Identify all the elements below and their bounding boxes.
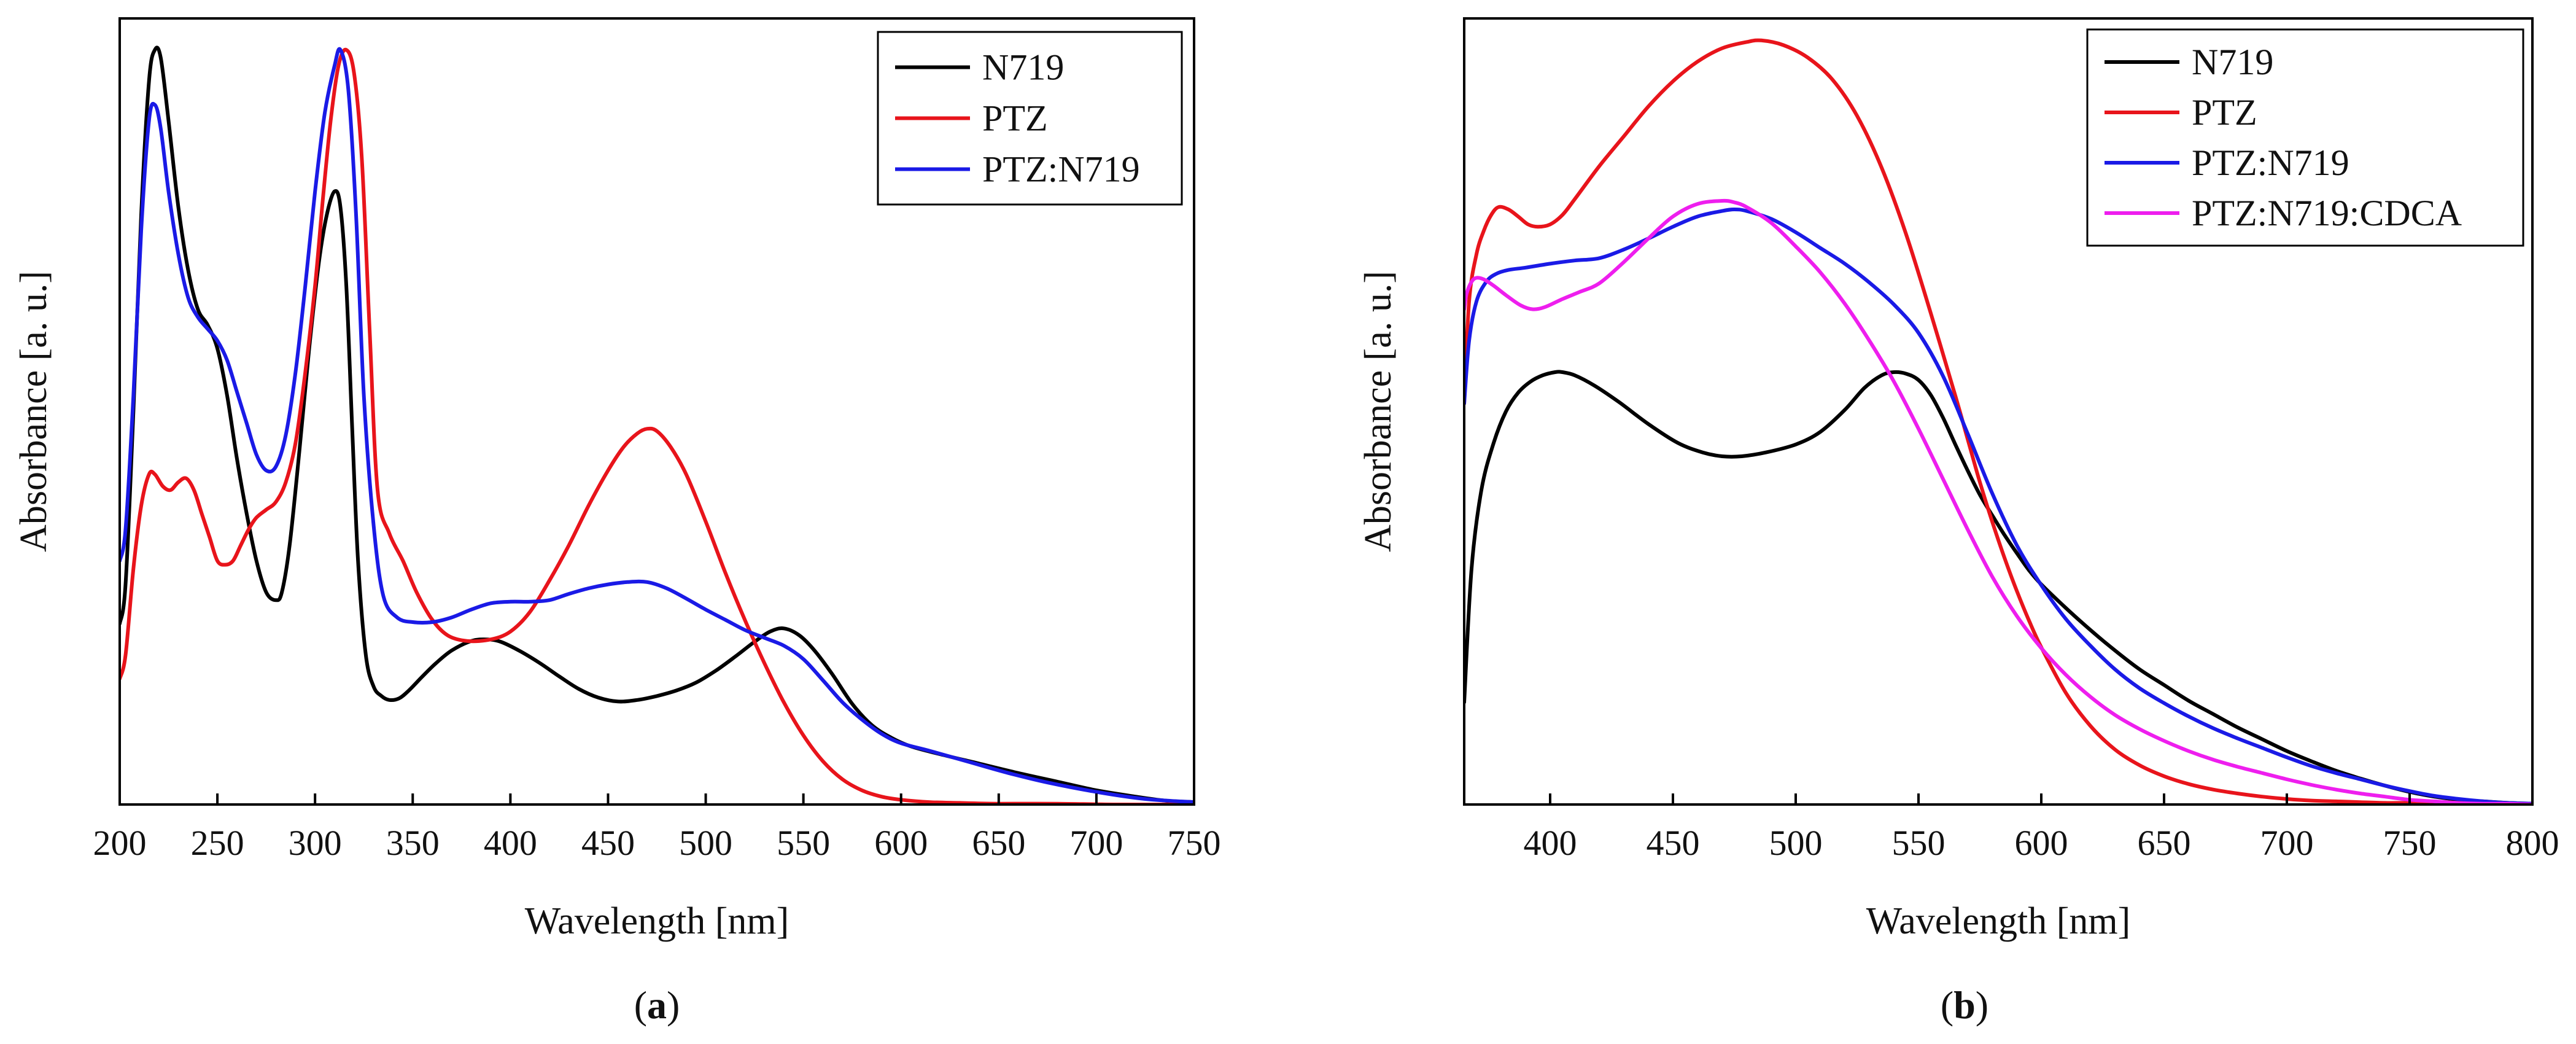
x-tick-label: 550	[1892, 823, 1946, 863]
plot-frame	[1463, 17, 2534, 806]
legend-entry: PTZ:N719:CDCA	[2105, 193, 2462, 233]
x-tick-label: 750	[1168, 823, 1221, 863]
panel-label: (b)	[1941, 983, 1988, 1027]
x-tick-label: 450	[1647, 823, 1700, 863]
x-tick-label: 650	[972, 823, 1025, 863]
legend: N719 PTZ PTZ:N719	[877, 31, 1183, 206]
x-tick-label: 400	[484, 823, 537, 863]
series-line-ptz-n719	[1464, 208, 2532, 804]
x-axis-label: Wavelength [nm]	[1866, 900, 2131, 942]
x-tick-label: 600	[874, 823, 928, 863]
x-tick-label: 550	[777, 823, 830, 863]
series-line-ptz	[1464, 38, 2532, 804]
x-tick-label: 400	[1524, 823, 1577, 863]
y-axis-label: Absorbance [a. u.]	[1357, 271, 1399, 552]
x-tick-label: 200	[93, 823, 147, 863]
series-line-n719	[120, 45, 1194, 804]
legend-box	[2086, 28, 2524, 247]
legend-label: PTZ:N719	[2192, 142, 2349, 183]
x-tick-label: 350	[386, 823, 440, 863]
legend-entry: PTZ	[2105, 92, 2257, 133]
legend-label: N719	[982, 47, 1064, 88]
panel-label: (a)	[634, 983, 680, 1027]
chart-panel-a: 200 250 300 350 400 450 500 550 600 650 700 750 Wav…	[13, 17, 1221, 1027]
legend-label: PTZ:N719:CDCA	[2192, 193, 2462, 233]
legend-label: PTZ:N719	[982, 149, 1140, 190]
x-tick-label: 700	[2260, 823, 2314, 863]
svg-text:(a): (a)	[634, 983, 680, 1027]
legend-entry: PTZ	[895, 98, 1048, 139]
legend-entry: PTZ:N719	[2105, 142, 2349, 183]
legend-label: N719	[2192, 42, 2273, 82]
x-axis-label: Wavelength [nm]	[525, 900, 789, 942]
series-line-n719	[1464, 370, 2532, 804]
x-tick-label: 600	[2015, 823, 2068, 863]
x-tick-label: 700	[1069, 823, 1123, 863]
legend: N719 PTZ PTZ:N719 PTZ:N719:CDCA	[2086, 28, 2524, 247]
series-line-ptz-n719-cdca	[1464, 198, 2532, 804]
x-tick-label: 650	[2138, 823, 2191, 863]
x-tick-label: 500	[1769, 823, 1823, 863]
x-tick-label: 500	[679, 823, 732, 863]
svg-text:(b): (b)	[1941, 983, 1988, 1027]
series-line-ptz	[120, 47, 1194, 804]
series-line-ptz-n719	[120, 47, 1194, 804]
plot-frame	[118, 17, 1195, 806]
x-tick-label: 300	[289, 823, 342, 863]
y-axis-label: Absorbance [a. u.]	[13, 271, 55, 552]
x-tick-label: 750	[2383, 823, 2437, 863]
legend-entry: PTZ:N719	[895, 149, 1140, 190]
legend-entry: N719	[2105, 42, 2273, 82]
legend-entry: N719	[895, 47, 1064, 88]
x-tick-label: 250	[191, 823, 244, 863]
legend-label: PTZ	[2192, 92, 2257, 133]
chart-panel-b: 400 450 500 550 600 650 700 750 800 Wavelength […	[1357, 17, 2559, 1027]
x-tick-label: 450	[581, 823, 635, 863]
x-tick-label: 800	[2506, 823, 2559, 863]
legend-label: PTZ	[982, 98, 1048, 139]
